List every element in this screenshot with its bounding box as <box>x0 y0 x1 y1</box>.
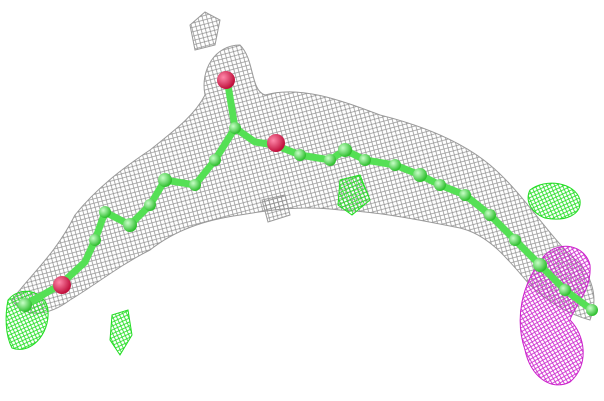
atom <box>338 143 352 157</box>
oxygen-atoms <box>53 71 285 294</box>
grey-mesh <box>11 44 595 321</box>
green-mesh <box>337 174 371 216</box>
oxygen-atom <box>53 276 71 294</box>
atom <box>144 199 156 211</box>
magenta-mesh <box>519 245 591 386</box>
atom <box>99 206 111 218</box>
atom <box>324 154 336 166</box>
atom <box>484 209 496 221</box>
green-mesh <box>109 309 133 356</box>
atom <box>209 154 221 166</box>
atom <box>18 298 32 312</box>
oxygen-atom <box>217 71 235 89</box>
green-mesh <box>527 182 581 220</box>
atom <box>359 154 371 166</box>
atom <box>229 122 241 134</box>
oxygen-atom <box>267 134 285 152</box>
atom <box>389 159 401 171</box>
atom <box>123 218 137 232</box>
atom <box>533 258 547 272</box>
atom <box>586 304 598 316</box>
atom <box>89 234 101 246</box>
atom <box>189 179 201 191</box>
atom <box>413 168 427 182</box>
grey-mesh-fragment <box>261 194 291 223</box>
green-mesh <box>5 290 49 350</box>
atom <box>509 234 521 246</box>
atoms <box>18 122 598 316</box>
atom <box>459 189 471 201</box>
atom <box>294 149 306 161</box>
bond <box>224 81 239 132</box>
grey-mesh-fragment <box>189 11 221 51</box>
atom <box>559 284 571 296</box>
atom <box>158 173 172 187</box>
atom <box>434 179 446 191</box>
